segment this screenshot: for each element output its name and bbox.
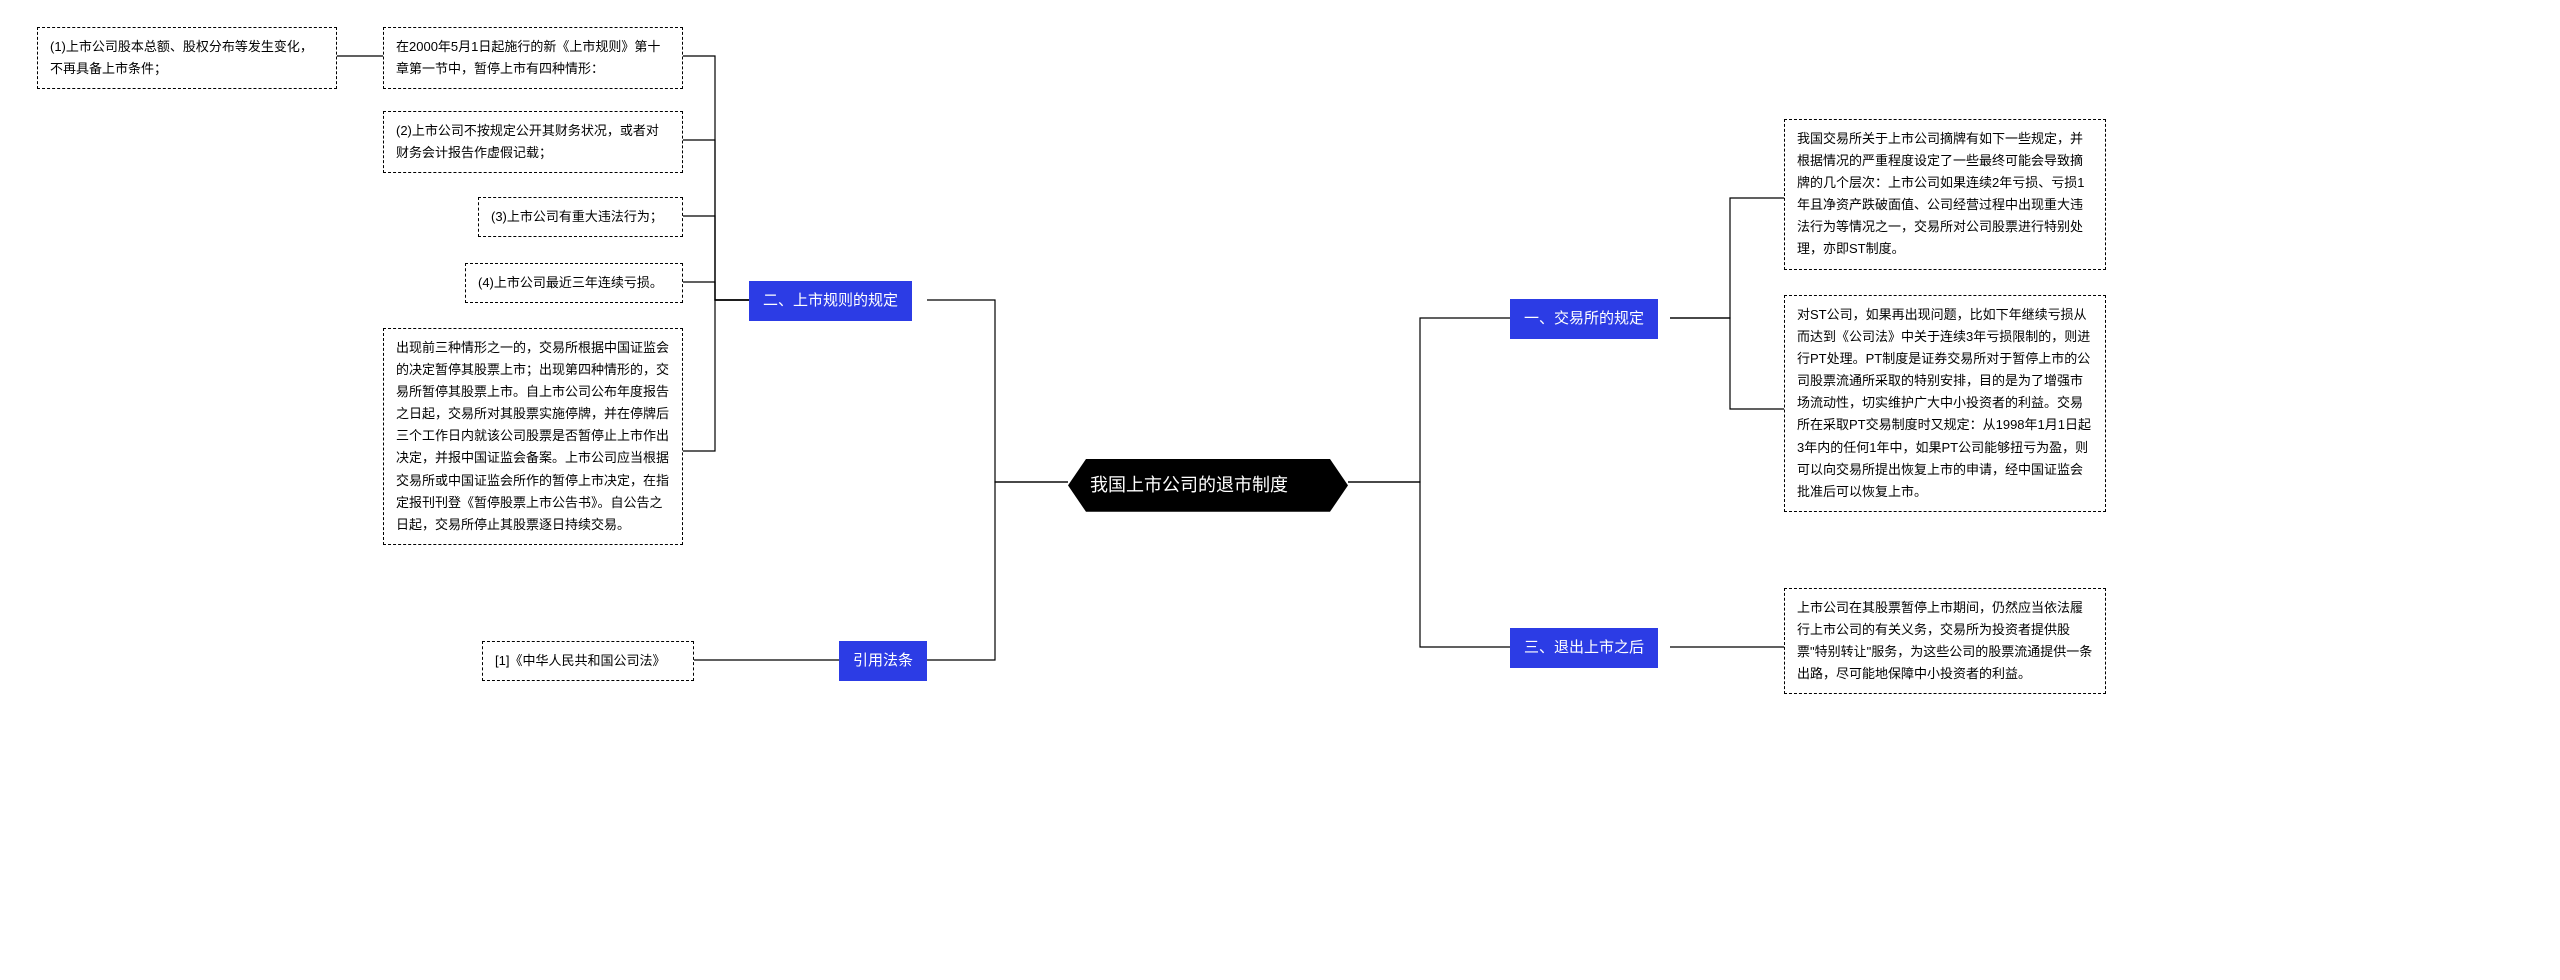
branch-after-delisting: 三、退出上市之后: [1510, 628, 1658, 668]
leaf-rules-condition-1: (1)上市公司股本总额、股权分布等发生变化，不再具备上市条件；: [37, 27, 337, 89]
leaf-rules-intro: 在2000年5月1日起施行的新《上市规则》第十章第一节中，暂停上市有四种情形：: [383, 27, 683, 89]
leaf-rules-condition-3: (3)上市公司有重大违法行为；: [478, 197, 683, 237]
branch-cited-law: 引用法条: [839, 641, 927, 681]
leaf-exchange-st: 我国交易所关于上市公司摘牌有如下一些规定，并根据情况的严重程度设定了一些最终可能…: [1784, 119, 2106, 270]
leaf-exchange-pt: 对ST公司，如果再出现问题，比如下年继续亏损从而达到《公司法》中关于连续3年亏损…: [1784, 295, 2106, 512]
leaf-rules-condition-2: (2)上市公司不按规定公开其财务状况，或者对财务会计报告作虚假记载；: [383, 111, 683, 173]
leaf-after-delisting: 上市公司在其股票暂停上市期间，仍然应当依法履行上市公司的有关义务，交易所为投资者…: [1784, 588, 2106, 694]
leaf-rules-condition-4: (4)上市公司最近三年连续亏损。: [465, 263, 683, 303]
leaf-rules-explain: 出现前三种情形之一的，交易所根据中国证监会的决定暂停其股票上市；出现第四种情形的…: [383, 328, 683, 545]
branch-exchange-rules: 一、交易所的规定: [1510, 299, 1658, 339]
leaf-company-law: [1]《中华人民共和国公司法》: [482, 641, 694, 681]
branch-listing-rules: 二、上市规则的规定: [749, 281, 912, 321]
root-node: 我国上市公司的退市制度: [1068, 459, 1348, 512]
